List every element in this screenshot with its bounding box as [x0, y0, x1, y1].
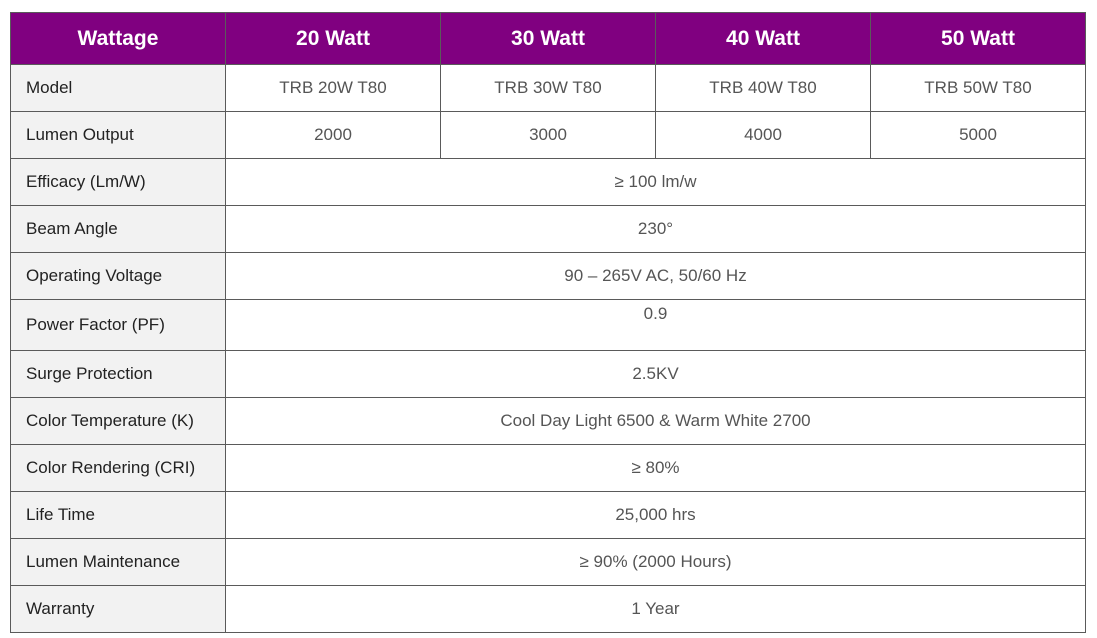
cell-model-20w: TRB 20W T80 — [225, 64, 441, 112]
table-row-power-factor: Power Factor (PF) 0.9 — [10, 299, 1086, 351]
header-col-50w: 50 Watt — [870, 12, 1086, 65]
header-col-30w: 30 Watt — [440, 12, 656, 65]
table-row-lumen-output: Lumen Output 2000 3000 4000 5000 — [10, 111, 1086, 159]
cell-model-30w: TRB 30W T80 — [440, 64, 656, 112]
cell-power-factor-value: 0.9 — [225, 299, 1086, 351]
header-col-40w: 40 Watt — [655, 12, 871, 65]
cell-surge-protection-value: 2.5KV — [225, 350, 1086, 398]
cell-color-temperature-value: Cool Day Light 6500 & Warm White 2700 — [225, 397, 1086, 445]
table-row-model: Model TRB 20W T80 TRB 30W T80 TRB 40W T8… — [10, 64, 1086, 112]
table-row-lumen-maintenance: Lumen Maintenance ≥ 90% (2000 Hours) — [10, 538, 1086, 586]
cell-lumen-20w: 2000 — [225, 111, 441, 159]
row-label-warranty: Warranty — [10, 585, 226, 633]
row-label-color-temperature: Color Temperature (K) — [10, 397, 226, 445]
table-row-color-temperature: Color Temperature (K) Cool Day Light 650… — [10, 397, 1086, 445]
cell-model-40w: TRB 40W T80 — [655, 64, 871, 112]
row-label-life-time: Life Time — [10, 491, 226, 539]
cell-warranty-value: 1 Year — [225, 585, 1086, 633]
row-label-beam-angle: Beam Angle — [10, 205, 226, 253]
table-row-color-rendering: Color Rendering (CRI) ≥ 80% — [10, 444, 1086, 492]
cell-lumen-30w: 3000 — [440, 111, 656, 159]
row-label-operating-voltage: Operating Voltage — [10, 252, 226, 300]
row-label-efficacy: Efficacy (Lm/W) — [10, 158, 226, 206]
table-row-life-time: Life Time 25,000 hrs — [10, 491, 1086, 539]
row-label-color-rendering: Color Rendering (CRI) — [10, 444, 226, 492]
row-label-power-factor: Power Factor (PF) — [10, 299, 226, 351]
cell-operating-voltage-value: 90 – 265V AC, 50/60 Hz — [225, 252, 1086, 300]
spec-table: Wattage 20 Watt 30 Watt 40 Watt 50 Watt … — [10, 12, 1086, 633]
cell-lumen-40w: 4000 — [655, 111, 871, 159]
cell-life-time-value: 25,000 hrs — [225, 491, 1086, 539]
cell-lumen-50w: 5000 — [870, 111, 1086, 159]
table-row-efficacy: Efficacy (Lm/W) ≥ 100 lm/w — [10, 158, 1086, 206]
header-col-20w: 20 Watt — [225, 12, 441, 65]
table-row-surge-protection: Surge Protection 2.5KV — [10, 350, 1086, 398]
table-row-warranty: Warranty 1 Year — [10, 585, 1086, 633]
cell-model-50w: TRB 50W T80 — [870, 64, 1086, 112]
cell-beam-angle-value: 230° — [225, 205, 1086, 253]
header-wattage-label: Wattage — [10, 12, 226, 65]
row-label-lumen-maintenance: Lumen Maintenance — [10, 538, 226, 586]
row-label-surge-protection: Surge Protection — [10, 350, 226, 398]
cell-color-rendering-value: ≥ 80% — [225, 444, 1086, 492]
table-row-operating-voltage: Operating Voltage 90 – 265V AC, 50/60 Hz — [10, 252, 1086, 300]
row-label-lumen-output: Lumen Output — [10, 111, 226, 159]
table-row-beam-angle: Beam Angle 230° — [10, 205, 1086, 253]
row-label-model: Model — [10, 64, 226, 112]
cell-lumen-maintenance-value: ≥ 90% (2000 Hours) — [225, 538, 1086, 586]
cell-efficacy-value: ≥ 100 lm/w — [225, 158, 1086, 206]
header-row: Wattage 20 Watt 30 Watt 40 Watt 50 Watt — [10, 12, 1086, 65]
